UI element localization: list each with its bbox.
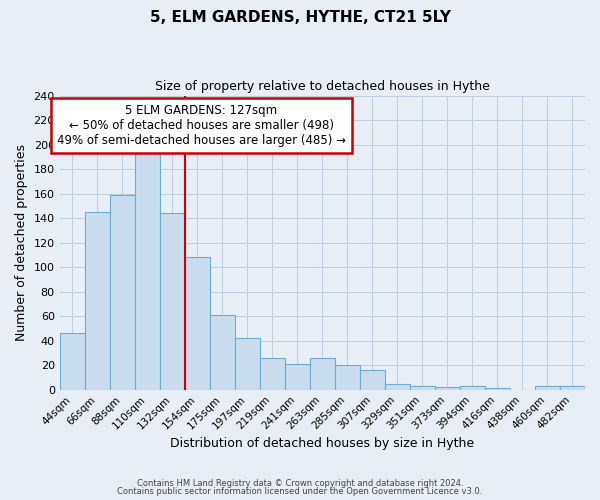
Bar bbox=[85, 212, 110, 390]
Bar bbox=[260, 358, 285, 390]
Bar bbox=[135, 144, 160, 390]
Bar bbox=[385, 384, 410, 390]
Bar bbox=[460, 386, 485, 390]
Bar bbox=[535, 386, 560, 390]
Bar bbox=[310, 358, 335, 390]
X-axis label: Distribution of detached houses by size in Hythe: Distribution of detached houses by size … bbox=[170, 437, 475, 450]
Title: Size of property relative to detached houses in Hythe: Size of property relative to detached ho… bbox=[155, 80, 490, 93]
Bar bbox=[235, 338, 260, 390]
Bar bbox=[410, 386, 435, 390]
Text: 5, ELM GARDENS, HYTHE, CT21 5LY: 5, ELM GARDENS, HYTHE, CT21 5LY bbox=[149, 10, 451, 25]
Bar bbox=[160, 213, 185, 390]
Bar bbox=[360, 370, 385, 390]
Bar bbox=[435, 388, 460, 390]
Text: Contains public sector information licensed under the Open Government Licence v3: Contains public sector information licen… bbox=[118, 487, 482, 496]
Bar bbox=[560, 386, 585, 390]
Bar bbox=[335, 365, 360, 390]
Y-axis label: Number of detached properties: Number of detached properties bbox=[15, 144, 28, 341]
Bar bbox=[485, 388, 510, 390]
Bar bbox=[185, 258, 210, 390]
Bar bbox=[210, 315, 235, 390]
Text: 5 ELM GARDENS: 127sqm
← 50% of detached houses are smaller (498)
49% of semi-det: 5 ELM GARDENS: 127sqm ← 50% of detached … bbox=[57, 104, 346, 148]
Bar bbox=[59, 334, 85, 390]
Bar bbox=[110, 195, 135, 390]
Text: Contains HM Land Registry data © Crown copyright and database right 2024.: Contains HM Land Registry data © Crown c… bbox=[137, 478, 463, 488]
Bar bbox=[285, 364, 310, 390]
